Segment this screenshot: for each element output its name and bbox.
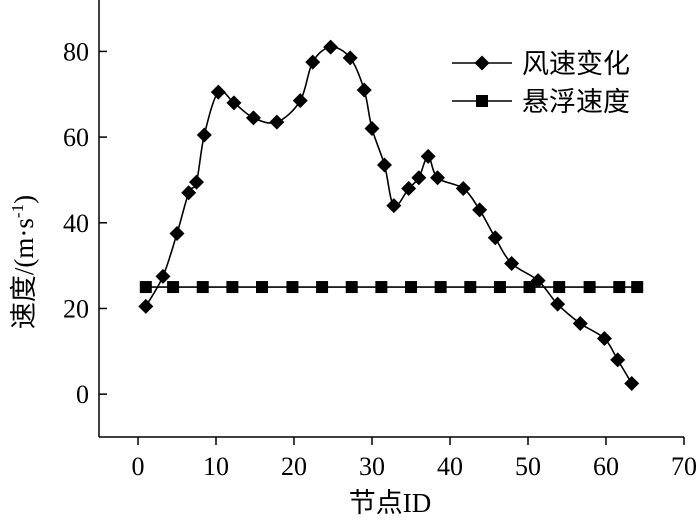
- data-point-square: [405, 281, 417, 294]
- y-tick-label: 0: [76, 380, 89, 409]
- data-point-diamond: [155, 268, 171, 284]
- series-layer: [138, 39, 644, 391]
- data-point-diamond: [572, 315, 588, 331]
- legend-item-1: 风速变化: [452, 49, 630, 79]
- data-point-square: [464, 281, 477, 294]
- y-tick-label: 60: [63, 123, 89, 152]
- x-tick-label: 40: [437, 452, 463, 481]
- data-point-diamond: [472, 202, 488, 218]
- x-tick-label: 0: [132, 452, 145, 481]
- y-tick-label: 20: [63, 294, 89, 323]
- data-point-diamond: [196, 127, 212, 143]
- data-point-diamond: [138, 298, 154, 314]
- y-axis-label-main: 速度/(m·s: [9, 218, 39, 329]
- data-point-diamond: [487, 230, 503, 246]
- series-2: [139, 281, 644, 294]
- data-point-square: [196, 281, 209, 294]
- data-point-diamond: [323, 39, 339, 55]
- data-point-square: [345, 281, 358, 294]
- data-point-square: [375, 281, 388, 294]
- data-point-diamond: [596, 330, 612, 346]
- legend-marker-square: [476, 95, 488, 107]
- data-point-square: [613, 281, 626, 294]
- data-point-diamond: [356, 82, 372, 98]
- y-tick-label: 80: [63, 37, 89, 66]
- data-point-square: [493, 281, 506, 294]
- x-tick-label: 20: [281, 452, 307, 481]
- data-point-diamond: [550, 296, 566, 312]
- data-point-diamond: [364, 121, 380, 137]
- data-point-diamond: [305, 54, 321, 70]
- data-point-square: [316, 281, 329, 294]
- data-point-diamond: [455, 181, 471, 197]
- data-point-diamond: [269, 114, 285, 130]
- data-point-square: [256, 281, 269, 294]
- legend-item-2: 悬浮速度: [452, 87, 630, 117]
- data-point-diamond: [245, 110, 261, 126]
- data-point-diamond: [210, 84, 226, 100]
- y-axis-label-superscript: -1: [8, 204, 27, 218]
- x-tick-label: 10: [203, 452, 229, 481]
- data-point-diamond: [169, 225, 185, 241]
- data-point-diamond: [386, 198, 402, 214]
- data-point-diamond: [504, 255, 520, 271]
- data-point-square: [226, 281, 239, 294]
- data-point-square: [523, 281, 536, 294]
- data-point-square: [553, 281, 566, 294]
- axes: 0 10 20 30 40 50 60 70 0 20 40 60 80: [63, 0, 697, 481]
- legend-marker-diamond: [474, 55, 490, 71]
- data-point-diamond: [292, 93, 308, 109]
- data-point-diamond: [411, 170, 427, 186]
- data-point-diamond: [430, 170, 446, 186]
- data-point-square: [139, 281, 152, 294]
- x-tick-label: 70: [671, 452, 697, 481]
- data-point-diamond: [624, 375, 640, 391]
- data-point-square: [434, 281, 447, 294]
- y-tick-label: 40: [63, 209, 89, 238]
- data-point-diamond: [401, 181, 417, 197]
- data-point-square: [167, 281, 180, 294]
- data-point-square: [286, 281, 299, 294]
- data-point-diamond: [189, 174, 204, 190]
- y-axis-label-close: ): [9, 195, 39, 204]
- x-tick-label: 60: [593, 452, 619, 481]
- legend-label: 风速变化: [522, 49, 630, 79]
- data-point-diamond: [342, 50, 358, 66]
- data-point-diamond: [420, 148, 436, 164]
- x-tick-label: 30: [359, 452, 385, 481]
- data-point-diamond: [610, 352, 626, 368]
- data-point-diamond: [226, 95, 242, 111]
- data-point-square: [631, 281, 644, 294]
- data-point-square: [583, 281, 596, 294]
- data-point-diamond: [181, 185, 197, 201]
- x-tick-label: 50: [515, 452, 541, 481]
- x-axis-label: 节点ID: [349, 488, 432, 518]
- series-1: [138, 39, 640, 391]
- data-point-diamond: [376, 157, 392, 173]
- y-axis-label: 速度/(m·s-1): [8, 195, 39, 329]
- legend-label: 悬浮速度: [522, 87, 630, 117]
